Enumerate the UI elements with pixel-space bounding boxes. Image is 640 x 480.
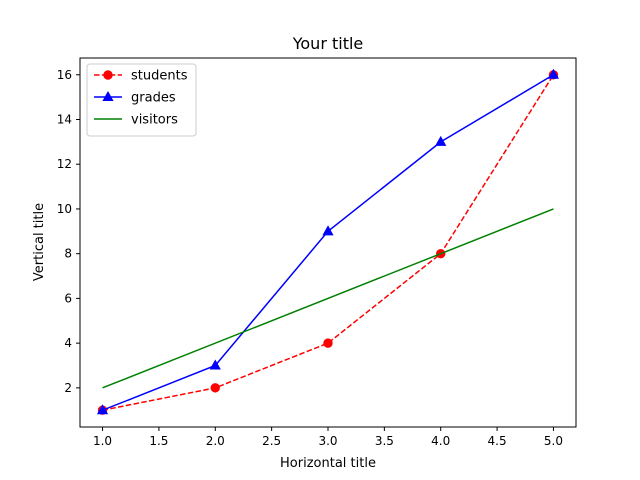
data-point-grades: [96, 404, 109, 415]
x-tick-label: 4.5: [488, 434, 507, 448]
data-point-grades: [547, 68, 560, 79]
data-point-grades: [209, 359, 221, 370]
series-grades: [96, 68, 560, 415]
legend-item-grades: grades: [94, 91, 176, 106]
y-tick-label: 16: [57, 68, 72, 82]
legend-box: [86, 63, 197, 137]
x-axis-label: Horizontal title: [280, 456, 376, 471]
series-visitors: [102, 208, 554, 389]
y-tick-label: 8: [64, 247, 72, 261]
series-line-visitors: [102, 208, 554, 389]
legend: students grades visitors: [86, 63, 197, 137]
y-tick-label: 10: [57, 202, 72, 216]
x-tick-label: 2.5: [262, 434, 281, 448]
y-tick-label: 14: [57, 113, 72, 127]
legend-marker: [103, 70, 113, 80]
y-tick-label: 4: [64, 336, 72, 350]
y-tick-label: 12: [57, 157, 72, 171]
chart-title: Your title: [292, 34, 364, 53]
x-tick-label: 1.5: [149, 434, 168, 448]
data-point-students: [210, 383, 220, 393]
x-tick-label: 3.0: [318, 434, 337, 448]
y-axis-label: Vertical title: [32, 203, 47, 281]
x-tick-label: 1.0: [93, 434, 112, 448]
y-tick-label: 6: [64, 291, 72, 305]
data-point-students: [323, 338, 333, 348]
legend-label: grades: [131, 91, 176, 106]
legend-marker: [102, 90, 114, 101]
x-axis: 1.0 1.5 2.0 2.5 3.0 3.5 4.0 4.5 5.0: [93, 427, 563, 448]
x-tick-label: 5.0: [544, 434, 563, 448]
series-line-students: [102, 74, 555, 411]
x-tick-label: 2.0: [206, 434, 225, 448]
legend-label: visitors: [131, 113, 178, 128]
x-tick-label: 4.0: [431, 434, 450, 448]
data-point-grades: [435, 135, 447, 146]
y-tick-label: 2: [64, 381, 72, 395]
y-axis: 2 4 6 8 10 12 14 16: [57, 68, 80, 395]
legend-item-students: students: [94, 69, 188, 84]
legend-item-visitors: visitors: [94, 113, 178, 128]
x-tick-label: 3.5: [375, 434, 394, 448]
plot-area: [96, 68, 560, 415]
legend-label: students: [131, 69, 188, 84]
data-point-grades: [322, 225, 334, 236]
